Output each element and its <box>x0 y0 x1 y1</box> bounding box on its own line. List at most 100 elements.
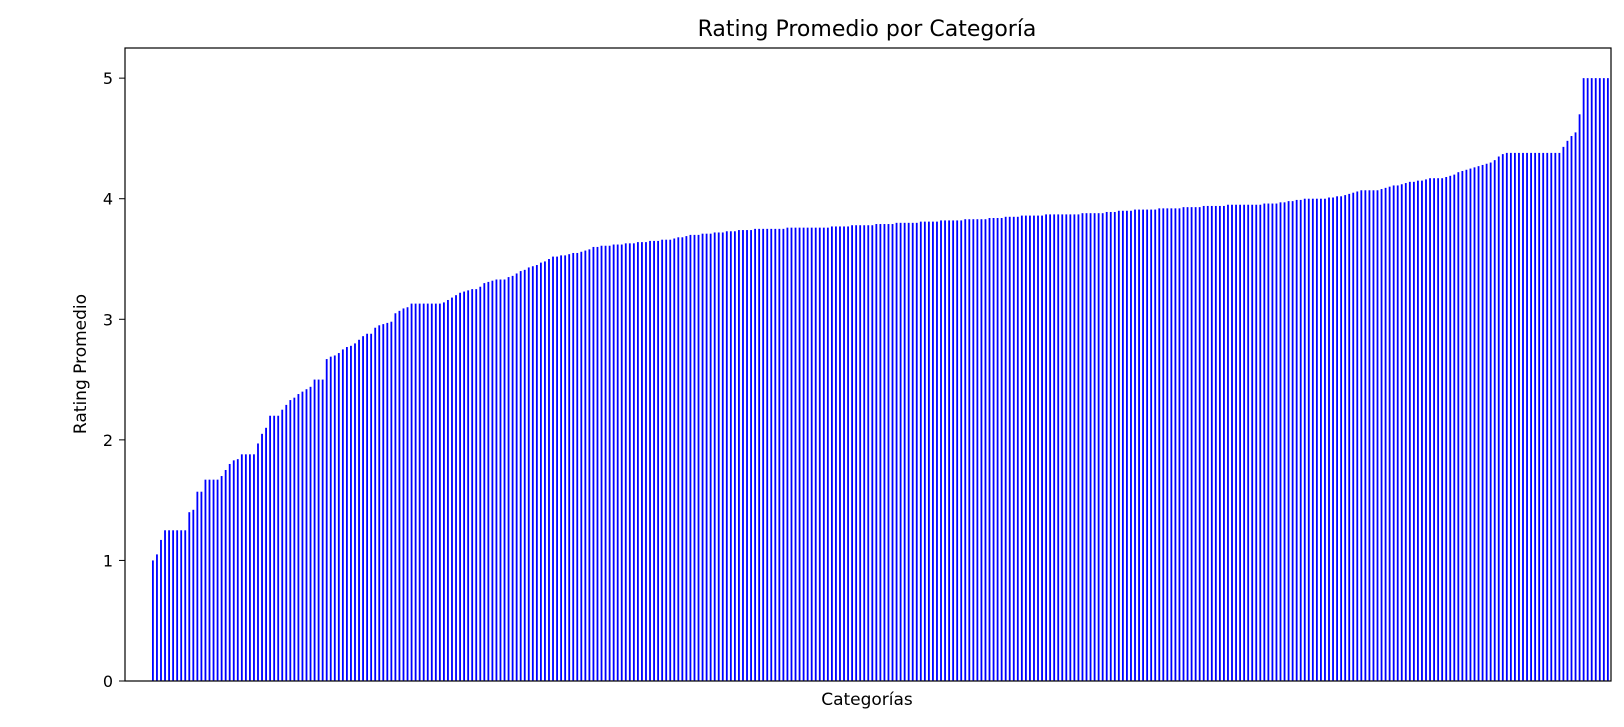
bar <box>430 303 433 681</box>
bar <box>1299 199 1302 682</box>
bar <box>964 219 967 681</box>
bar <box>1283 202 1286 681</box>
bar <box>1117 210 1120 681</box>
bar <box>1271 203 1274 682</box>
bar <box>1429 178 1431 681</box>
bar <box>588 249 591 681</box>
bar <box>1404 183 1407 682</box>
y-axis-ticks: 0 1 2 3 4 5 <box>103 69 125 691</box>
bar <box>1328 197 1330 681</box>
bar <box>1485 163 1488 681</box>
bar <box>1008 216 1011 682</box>
bar <box>1396 185 1399 681</box>
bar <box>1150 209 1153 681</box>
bar <box>1522 152 1524 681</box>
bar <box>362 336 364 681</box>
bar <box>774 228 777 682</box>
bar <box>1425 179 1427 682</box>
bar <box>1437 178 1440 681</box>
bar <box>1291 201 1294 681</box>
bar <box>1101 213 1104 681</box>
bar <box>956 220 959 682</box>
bars-group <box>152 78 1609 682</box>
bar <box>1029 215 1031 681</box>
bar <box>471 289 474 681</box>
bar <box>895 222 898 681</box>
bar <box>1546 152 1549 681</box>
bar <box>843 226 845 681</box>
bar <box>523 269 526 681</box>
bar <box>1550 152 1553 681</box>
bar <box>451 297 453 681</box>
bar <box>1154 209 1157 681</box>
bar <box>519 271 522 681</box>
bar <box>374 327 377 681</box>
bar <box>1109 211 1112 682</box>
bar <box>208 479 211 681</box>
bar <box>1514 152 1516 681</box>
bar <box>1275 203 1278 682</box>
bar <box>1606 78 1609 681</box>
bar <box>729 231 732 681</box>
bar <box>1481 164 1484 681</box>
bar <box>742 230 744 681</box>
bar <box>778 228 781 682</box>
bar <box>1126 210 1128 681</box>
bar <box>661 239 664 681</box>
bar <box>1311 198 1314 681</box>
bar <box>851 225 854 682</box>
bar <box>1453 174 1456 681</box>
bar <box>1594 78 1597 681</box>
bar <box>580 251 583 681</box>
bar <box>1356 191 1359 682</box>
bar <box>1562 146 1565 681</box>
bar <box>382 324 385 681</box>
bar <box>1182 207 1185 681</box>
bar <box>1174 208 1177 682</box>
bar <box>515 273 518 681</box>
y-axis-label: Rating Promedio <box>71 294 91 434</box>
bar <box>1113 211 1116 682</box>
bar <box>592 246 595 681</box>
bar <box>632 243 635 681</box>
bar <box>725 231 728 681</box>
bar <box>1400 184 1403 681</box>
bar <box>1602 78 1605 681</box>
bar <box>859 225 862 682</box>
bar <box>1315 198 1318 681</box>
bar <box>798 227 801 681</box>
bar <box>1477 166 1480 681</box>
bar <box>265 427 267 681</box>
y-tick-label: 0 <box>103 672 113 691</box>
bar <box>1214 205 1217 681</box>
bar <box>1408 181 1411 681</box>
bar <box>434 303 437 681</box>
bar <box>717 232 720 681</box>
bar <box>1198 207 1201 681</box>
bar <box>1065 214 1068 681</box>
bar <box>649 240 651 681</box>
bar <box>830 226 833 681</box>
bar <box>608 245 611 682</box>
bar <box>1037 215 1039 681</box>
bar <box>657 240 660 681</box>
bar <box>794 227 797 681</box>
bar <box>620 244 623 681</box>
bar <box>269 415 272 681</box>
bar <box>341 349 344 681</box>
bar <box>996 218 999 681</box>
bar <box>1574 132 1577 681</box>
bar <box>257 443 259 681</box>
bar <box>196 491 199 681</box>
bar <box>1093 213 1096 681</box>
bar <box>1360 190 1363 681</box>
bar <box>414 303 417 681</box>
bar <box>855 225 858 682</box>
bar <box>1417 180 1419 681</box>
bar <box>426 303 429 681</box>
bar <box>669 239 672 681</box>
bar <box>1077 214 1080 681</box>
bar <box>948 220 951 682</box>
bar <box>1384 187 1387 682</box>
bar <box>350 345 352 681</box>
